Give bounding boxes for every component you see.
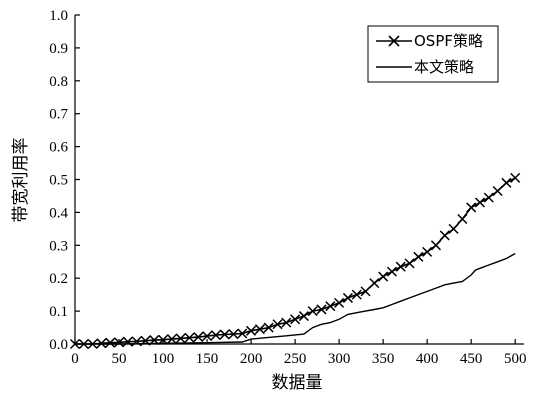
- y-tick-label: 0.2: [49, 271, 68, 287]
- series-layer: [69, 172, 521, 350]
- data-point-marker: [281, 317, 292, 328]
- x-tick-label: 50: [112, 351, 127, 367]
- data-point-marker: [219, 329, 230, 340]
- data-point-marker: [342, 292, 353, 303]
- data-point-marker: [325, 301, 336, 312]
- y-tick-label: 0.5: [49, 173, 68, 189]
- x-tick-label: 500: [504, 351, 527, 367]
- data-point-marker: [246, 325, 257, 336]
- data-point-marker: [316, 304, 327, 315]
- data-point-marker: [510, 172, 521, 183]
- legend: OSPF策略 本文策略: [367, 25, 499, 83]
- data-point-marker: [439, 230, 450, 241]
- data-point-marker: [193, 332, 204, 343]
- data-point-marker: [334, 297, 345, 308]
- data-point-marker: [298, 311, 309, 322]
- data-point-marker: [395, 261, 406, 272]
- y-tick-label: 0.6: [49, 140, 68, 156]
- data-point-marker: [210, 330, 221, 341]
- data-point-marker: [369, 278, 380, 289]
- data-point-marker: [404, 258, 415, 269]
- data-point-marker: [466, 202, 477, 213]
- y-tick-label: 0.0: [49, 337, 68, 353]
- data-point-marker: [113, 337, 125, 348]
- series-line-1: [75, 252, 516, 345]
- data-point-marker: [228, 329, 239, 340]
- data-point-marker: [105, 337, 116, 348]
- data-point-marker: [457, 213, 468, 225]
- x-tick-label: 300: [328, 351, 351, 367]
- data-point-marker: [307, 306, 318, 317]
- x-tick-label: 450: [460, 351, 483, 367]
- tick-group: 0.0 0.1 0.2 0.3 0.4 0.5 0.6 0.7 0.8 0.9 1.0 0 50 100 1…: [49, 8, 526, 367]
- x-tick-label: 100: [152, 351, 175, 367]
- data-point-marker: [448, 223, 459, 234]
- legend-label-ospf: OSPF策略: [414, 32, 483, 50]
- legend-label-proposed: 本文策略: [414, 58, 474, 76]
- x-tick-label: 250: [284, 351, 307, 367]
- x-tick-label: 0: [71, 351, 79, 367]
- y-tick-label: 0.9: [49, 41, 68, 57]
- x-tick-label: 350: [372, 351, 395, 367]
- y-tick-label: 1.0: [49, 8, 68, 24]
- data-point-marker: [430, 240, 441, 251]
- x-tick-label: 150: [196, 351, 219, 367]
- data-point-marker: [351, 289, 362, 300]
- data-point-marker: [175, 333, 186, 344]
- data-point-marker: [378, 271, 389, 282]
- data-point-marker: [413, 251, 424, 262]
- data-point-marker: [360, 286, 371, 297]
- data-point-marker: [166, 334, 177, 345]
- data-point-marker: [263, 322, 274, 333]
- data-point-marker: [386, 266, 397, 277]
- data-point-marker: [272, 319, 283, 330]
- x-tick-label: 400: [416, 351, 439, 367]
- x-tick-label: 200: [240, 351, 263, 367]
- data-point-marker: [483, 192, 494, 203]
- data-point-marker: [474, 197, 486, 208]
- y-tick-label: 0.4: [49, 205, 68, 221]
- data-point-marker: [184, 332, 195, 343]
- y-tick-label: 0.7: [49, 107, 68, 123]
- data-point-marker: [501, 177, 512, 188]
- data-point-marker: [122, 336, 133, 347]
- data-point-marker: [254, 324, 265, 335]
- y-tick-label: 0.3: [49, 238, 68, 254]
- data-point-marker: [492, 185, 503, 197]
- y-axis-title: 带宽利用率: [11, 138, 31, 223]
- legend-box: [367, 25, 499, 83]
- data-point-marker: [422, 246, 433, 257]
- data-point-marker: [202, 331, 213, 342]
- data-point-marker: [237, 328, 248, 339]
- x-axis-title: 数据量: [272, 373, 323, 393]
- y-tick-label: 0.8: [49, 74, 68, 90]
- data-point-marker: [290, 314, 301, 325]
- y-tick-label: 0.1: [49, 304, 68, 320]
- legend-marker-ospf: [388, 35, 400, 47]
